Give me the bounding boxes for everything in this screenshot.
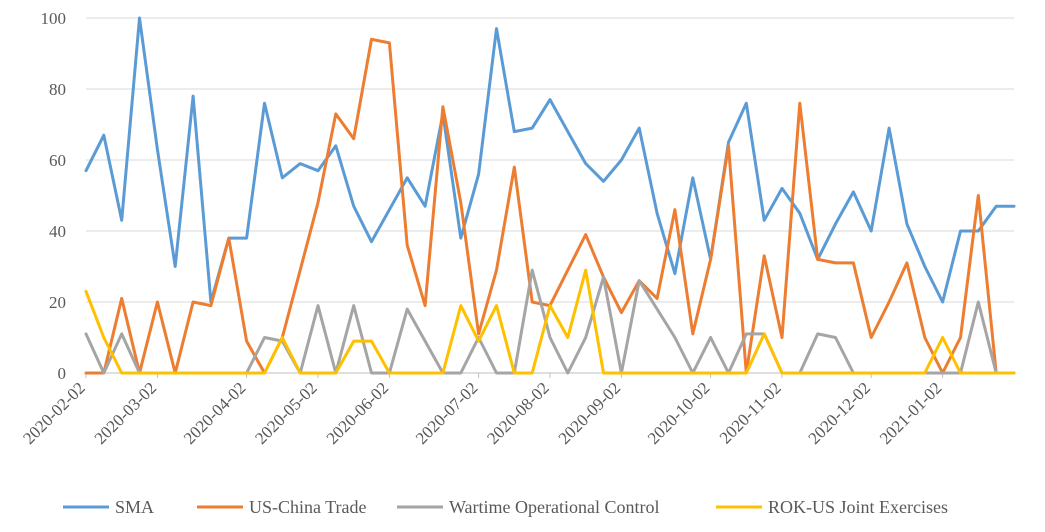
y-tick-label: 80 <box>49 80 66 99</box>
legend-item: ROK-US Joint Exercises <box>716 497 948 517</box>
series-line-0 <box>84 16 1016 304</box>
x-tick-label: 2020-08-02 <box>483 378 553 448</box>
y-tick-label: 40 <box>49 222 66 241</box>
y-axis-tick-labels: 0 20 40 60 80 100 <box>41 9 67 383</box>
y-tick-label: 20 <box>49 293 66 312</box>
series-line-2 <box>84 268 1016 375</box>
legend-label: Wartime Operational Control <box>449 497 660 517</box>
x-tick-label: 2020-09-02 <box>555 378 625 448</box>
x-tick-label: 2020-07-02 <box>412 378 482 448</box>
gridlines <box>86 17 1014 303</box>
x-tick-label: 2020-03-02 <box>91 378 161 448</box>
x-tick-label: 2020-04-02 <box>180 378 250 448</box>
legend-label: SMA <box>115 497 154 517</box>
series-line-3 <box>84 268 1016 375</box>
x-tick-label: 2020-11-02 <box>716 378 785 447</box>
x-tick-label: 2020-06-02 <box>323 378 393 448</box>
x-tick-label: 2020-10-02 <box>644 378 714 448</box>
x-axis-tick-labels: 2020-02-02 2020-03-02 2020-04-02 2020-05-02… <box>19 378 945 448</box>
x-tick-label: 2020-05-02 <box>251 378 321 448</box>
y-tick-label: 60 <box>49 151 66 170</box>
legend-label: US-China Trade <box>249 497 367 517</box>
legend-item: Wartime Operational Control <box>397 497 660 517</box>
x-tick-label: 2021-01-02 <box>876 378 946 448</box>
y-tick-label: 100 <box>41 9 67 28</box>
legend-item: SMA <box>63 497 154 517</box>
legend-label: ROK-US Joint Exercises <box>768 497 948 517</box>
x-tick-label: 2020-12-02 <box>805 378 875 448</box>
y-tick-label: 0 <box>58 364 67 383</box>
x-tick-label: 2020-02-02 <box>19 378 89 448</box>
legend-item: US-China Trade <box>197 497 367 517</box>
series-lines <box>84 16 1016 375</box>
legend: SMA US-China Trade Wartime Operational Con… <box>63 497 948 517</box>
